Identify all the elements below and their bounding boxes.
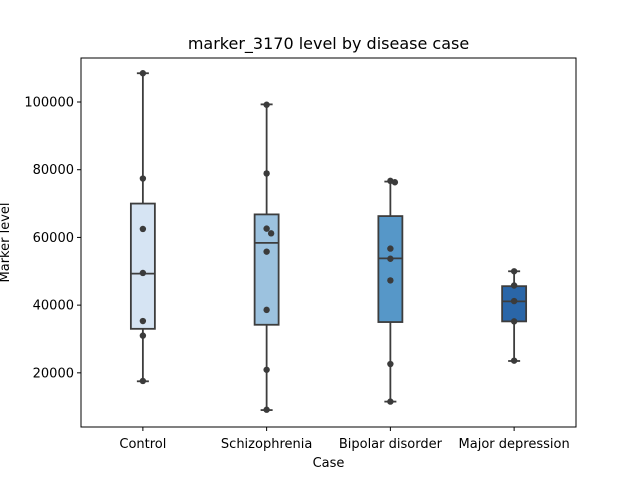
x-tick-label: Control <box>119 437 166 452</box>
y-tick-label: 100000 <box>24 96 74 111</box>
x-tick-label: Major depression <box>459 437 570 452</box>
y-tick-label: 20000 <box>33 366 74 381</box>
points-3 <box>510 268 518 364</box>
box-iqr <box>253 213 280 326</box>
data-point <box>267 230 275 237</box>
data-point <box>139 332 147 339</box>
data-point <box>510 357 518 364</box>
points-2 <box>387 177 399 405</box>
plot-marks <box>129 70 528 413</box>
data-point <box>510 318 518 325</box>
data-point <box>391 179 399 186</box>
data-point <box>263 306 270 314</box>
data-point <box>510 282 518 289</box>
data-point <box>510 297 518 305</box>
data-point <box>263 170 270 177</box>
data-point <box>139 377 147 385</box>
data-point <box>387 255 394 262</box>
data-point <box>139 70 147 77</box>
box-iqr <box>129 202 156 330</box>
y-tick-label: 80000 <box>33 163 74 178</box>
data-point <box>387 360 394 368</box>
y-tick-label: 40000 <box>33 299 74 314</box>
box-iqr <box>377 215 404 323</box>
data-point <box>263 101 270 108</box>
data-point <box>387 245 394 252</box>
data-point <box>263 248 270 255</box>
data-point <box>387 398 394 405</box>
x-tick-label: Schizophrenia <box>221 437 312 452</box>
points-1 <box>263 101 275 413</box>
data-point <box>139 225 147 233</box>
data-point <box>263 406 270 413</box>
data-point <box>139 269 147 277</box>
plot-frame <box>80 57 577 428</box>
data-point <box>387 277 394 284</box>
x-tick-label: Bipolar disorder <box>339 437 443 452</box>
y-axis-title: Marker level <box>0 203 13 283</box>
box-0 <box>129 72 156 383</box>
data-point <box>263 366 270 373</box>
box-2 <box>377 180 404 403</box>
y-tick-label: 60000 <box>33 231 74 246</box>
x-axis-title: Case <box>313 456 345 471</box>
x-axis: Control Schizophrenia Bipolar disorder Majo… <box>119 427 570 452</box>
data-point <box>139 175 147 182</box>
box-1 <box>253 103 280 411</box>
data-point <box>263 225 270 232</box>
data-point <box>510 268 518 275</box>
data-point <box>139 317 147 325</box>
y-axis: 20000 40000 60000 80000 100000 <box>24 96 81 381</box>
points-0 <box>139 70 147 385</box>
chart-title: marker_3170 level by disease case <box>188 34 469 54</box>
